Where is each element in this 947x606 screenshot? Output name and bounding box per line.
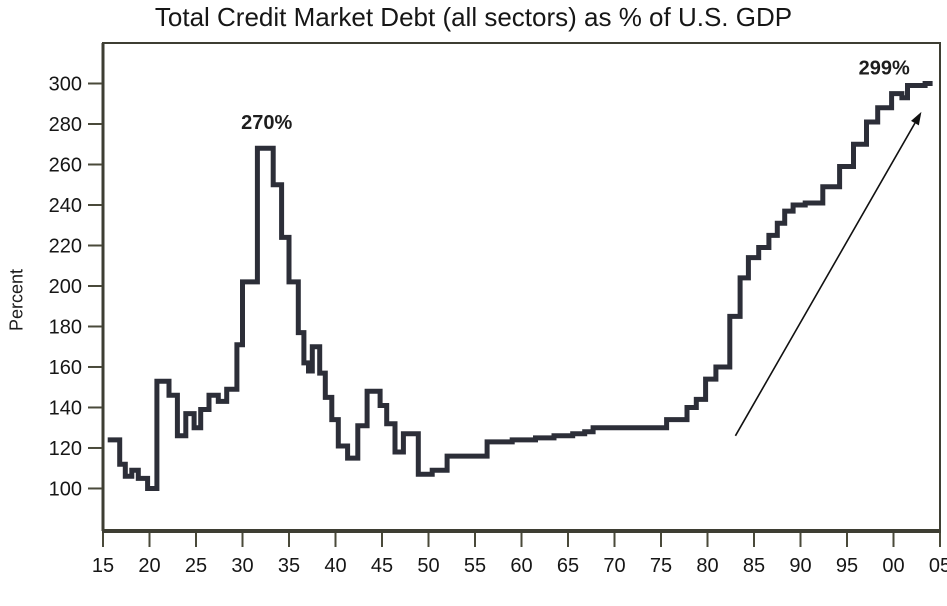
x-tick-label: 00 xyxy=(882,555,904,577)
y-tick-label: 160 xyxy=(49,357,82,379)
annotation-end-2003: 299% xyxy=(859,57,910,79)
x-tick-label: 90 xyxy=(789,555,811,577)
x-tick-label: 40 xyxy=(324,555,346,577)
x-tick-label: 70 xyxy=(603,555,625,577)
annotation-peak-1933: 270% xyxy=(241,112,292,134)
x-tick-label: 85 xyxy=(743,555,765,577)
x-axis-ticks: 15 20 25 30 35 40 45 50 55 60 65 70 75 80 85 90 95 00 05 xyxy=(92,533,947,577)
y-tick-label: 200 xyxy=(49,276,82,298)
x-tick-label: 20 xyxy=(138,555,160,577)
y-tick-label: 100 xyxy=(49,478,82,500)
x-tick-label: 75 xyxy=(650,555,672,577)
debt-to-gdp-step-line xyxy=(107,81,933,491)
y-tick-label: 280 xyxy=(49,114,82,136)
x-tick-label: 15 xyxy=(92,555,114,577)
y-tick-label: 120 xyxy=(49,438,82,460)
y-tick-label: 240 xyxy=(49,195,82,217)
y-tick-label: 260 xyxy=(49,154,82,176)
x-tick-label: 80 xyxy=(696,555,718,577)
y-tick-label: 140 xyxy=(49,397,82,419)
chart-title: Total Credit Market Debt (all sectors) a… xyxy=(154,2,793,32)
y-tick-label: 180 xyxy=(49,316,82,338)
x-tick-label: 35 xyxy=(278,555,300,577)
arrowhead-icon xyxy=(911,111,922,126)
x-tick-label: 45 xyxy=(371,555,393,577)
x-tick-label: 30 xyxy=(231,555,253,577)
y-tick-label: 300 xyxy=(49,73,82,95)
x-tick-label: 50 xyxy=(417,555,439,577)
x-tick-label: 60 xyxy=(510,555,532,577)
axes-frame xyxy=(101,42,941,533)
y-tick-label: 220 xyxy=(49,235,82,257)
x-tick-label: 55 xyxy=(464,555,486,577)
x-tick-label: 25 xyxy=(185,555,207,577)
x-tick-label: 65 xyxy=(557,555,579,577)
x-tick-label: 95 xyxy=(836,555,858,577)
trend-arrow xyxy=(734,111,922,437)
y-axis-ticks: 100 120 140 160 180 200 220 240 260 280 300 xyxy=(49,73,102,500)
x-tick-label: 05 xyxy=(929,555,947,577)
